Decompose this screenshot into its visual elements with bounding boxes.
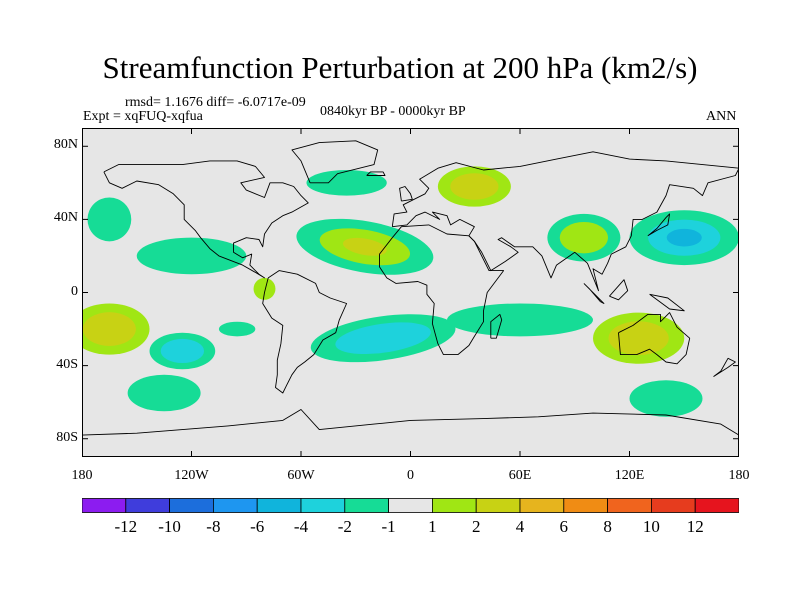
anomaly-europe-level-2 <box>450 173 499 200</box>
anomaly-asia-level-2 <box>559 221 608 254</box>
lat-label: 40N <box>53 210 78 226</box>
colorbar-box <box>651 498 696 513</box>
colorbar-label: -10 <box>158 517 181 536</box>
anomaly-indian-ocean <box>447 303 593 337</box>
lat-label: 80S <box>56 429 78 445</box>
colorbar-box <box>694 498 739 513</box>
anomaly-n-atlantic-africa <box>296 218 434 275</box>
colorbar-box <box>607 498 652 513</box>
anomaly-s-pacific-tropic-level-2 <box>82 312 136 346</box>
colorbar-box <box>256 498 302 513</box>
anomaly-europe <box>437 166 511 207</box>
colorbar-box <box>563 498 608 513</box>
anomaly-australia <box>593 312 685 364</box>
colorbar-label: 8 <box>603 517 612 536</box>
anomaly-asia <box>547 213 621 262</box>
lon-label: 120W <box>174 468 209 483</box>
new-zealand-coast <box>713 357 736 377</box>
eurasia-coast <box>391 151 739 292</box>
colorbar-box <box>388 498 433 513</box>
anomaly-n-pacific-west <box>136 237 247 275</box>
season-label: ANN <box>706 109 737 124</box>
colorbar-box <box>519 498 565 513</box>
anomaly-s-atlantic-level-2 <box>335 322 431 355</box>
colorbar-label: -2 <box>337 517 352 536</box>
south-america-coast <box>262 270 348 394</box>
colorbar-label: 12 <box>686 517 704 536</box>
colorbar-box <box>212 498 258 513</box>
colorbar-box <box>169 498 214 513</box>
anomaly-contours <box>82 166 739 417</box>
colorbar-box <box>475 498 521 513</box>
anomaly-s-pacific-mid-level-2 <box>160 338 205 364</box>
colorbar-label: -12 <box>114 517 138 536</box>
colorbar-label: 6 <box>559 517 569 536</box>
anomaly-australia-level-2 <box>608 321 669 356</box>
colorbar-label: 2 <box>471 517 481 536</box>
lat-label: 0 <box>71 283 78 299</box>
iceland-coast <box>366 171 386 176</box>
antarctica-coast <box>82 409 739 436</box>
colorbar-label: -4 <box>293 517 309 536</box>
anomaly-southern-ocean <box>629 380 703 417</box>
anomaly-n-atlantic-africa-level-3 <box>342 237 387 256</box>
lon-label: 0 <box>407 468 414 483</box>
lon-label: 180 <box>71 468 93 483</box>
colorbar-label: -8 <box>206 517 221 536</box>
anomaly-s-atlantic <box>310 314 456 363</box>
anomaly-n-pacific-west-level-1 <box>136 237 247 275</box>
anomaly-north-atlantic-level-1 <box>306 170 387 196</box>
anomaly-s-pacific-small <box>218 321 256 337</box>
anomaly-south-america <box>253 277 276 300</box>
new-guinea-coast <box>649 293 685 312</box>
lon-label: 180 <box>728 468 750 483</box>
lon-label: 60W <box>287 468 315 483</box>
australia-coast <box>618 312 691 365</box>
anomaly-n-pacific-east <box>87 197 132 242</box>
anomaly-north-atlantic <box>306 170 387 196</box>
colorbar-box <box>431 498 477 513</box>
anomaly-japan-pacific <box>629 210 739 266</box>
time-period-label: 0840kyr BP - 0000kyr BP <box>320 104 466 119</box>
colorbar-box <box>82 498 127 513</box>
anomaly-indian-ocean-level-1 <box>447 303 593 337</box>
map-frame <box>82 128 739 457</box>
experiment-label: Expt = xqFUQ-xqfua <box>83 109 203 124</box>
uk-coast <box>399 186 413 202</box>
coastlines <box>82 140 739 436</box>
rmsd-diff-stats: rmsd= 1.1676 diff= -6.0717e-09 <box>125 95 306 110</box>
colorbar-label: -6 <box>250 517 265 536</box>
colorbar-label: 10 <box>642 517 660 536</box>
anomaly-south-america-level-1 <box>253 277 276 300</box>
africa-coast <box>379 224 505 356</box>
world-map <box>82 128 739 457</box>
colorbar-label: 4 <box>515 517 525 536</box>
lon-label: 60E <box>508 468 532 483</box>
anomaly-s-pacific-high <box>127 374 201 412</box>
anomaly-n-pacific-east-level-1 <box>87 197 132 242</box>
lon-label: 120E <box>614 468 645 483</box>
anomaly-southern-ocean-level-1 <box>629 380 703 417</box>
chart-title: Streamfunction Perturbation at 200 hPa (… <box>102 50 698 85</box>
colorbar-label: 1 <box>428 517 437 536</box>
colorbar <box>82 498 739 513</box>
anomaly-s-pacific-high-level-1 <box>127 374 201 412</box>
north-america-coast <box>103 160 309 279</box>
anomaly-s-pacific-tropic <box>82 303 150 355</box>
colorbar-label: -1 <box>381 517 396 536</box>
lat-label: 40S <box>56 356 78 372</box>
colorbar-box <box>300 498 346 513</box>
japan-coast <box>647 213 671 237</box>
lat-label: 80N <box>53 137 78 153</box>
borneo-coast <box>609 279 629 301</box>
anomaly-s-pacific-small-level-1 <box>218 321 256 337</box>
anomaly-japan-pacific-level-3 <box>666 228 702 247</box>
sumatra-coast <box>583 283 605 304</box>
anomaly-s-pacific-mid <box>149 332 216 370</box>
greenland-coast <box>291 140 379 184</box>
colorbar-box <box>125 498 170 513</box>
madagascar-coast <box>490 313 503 339</box>
colorbar-box <box>344 498 389 513</box>
